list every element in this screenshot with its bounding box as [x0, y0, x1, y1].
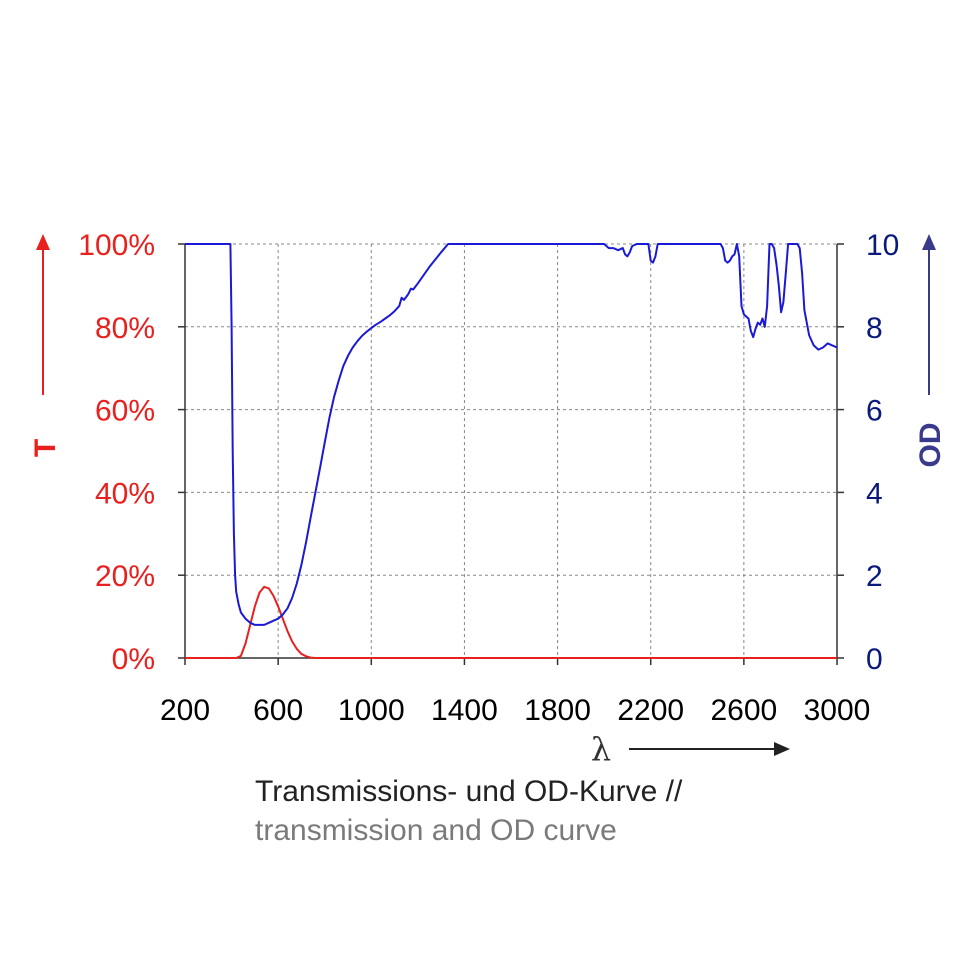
x-axis-arrow: [629, 742, 790, 756]
x-tick-label: 1400: [431, 694, 498, 727]
x-tick-label: 2600: [710, 694, 777, 727]
x-tick-label: 1000: [338, 694, 405, 727]
y-right-tick-label: 8: [866, 312, 883, 345]
caption-german: Transmissions- und OD-Kurve //: [255, 775, 683, 808]
y-right-tick-label: 10: [866, 229, 899, 262]
series-line-t: [185, 585, 837, 659]
series-line-od: [185, 243, 837, 626]
y-left-tick-label: 80%: [95, 312, 155, 345]
y-right-tick-label: 4: [866, 477, 883, 510]
tick-labels: 200 600 1000 1400 1800 2200 2600 30000%20%40%60…: [78, 229, 899, 727]
y-left-tick-label: 20%: [95, 560, 155, 593]
x-tick-label: 200: [160, 694, 210, 727]
x-axis-title: λ: [591, 730, 611, 768]
y-right-tick-label: 2: [866, 560, 883, 593]
x-tick-label: 2200: [617, 694, 684, 727]
series-group: [185, 243, 837, 659]
grid-lines: [185, 243, 837, 658]
y-axis-right-title: OD: [914, 423, 947, 468]
x-tick-label: 1800: [524, 694, 591, 727]
y-left-tick-label: 60%: [95, 395, 155, 428]
y-left-tick-label: 40%: [95, 477, 155, 510]
y-left-tick-label: 0%: [112, 643, 155, 676]
y-right-tick-label: 6: [866, 395, 883, 428]
y-right-tick-label: 0: [866, 643, 883, 676]
caption-english: transmission and OD curve: [255, 814, 617, 847]
y-axis-left-title: T: [29, 439, 62, 457]
y-left-tick-label: 100%: [78, 229, 155, 262]
x-tick-label: 3000: [804, 694, 871, 727]
right-axis-arrow: [922, 234, 936, 395]
left-axis-arrow: [36, 234, 50, 395]
x-tick-label: 600: [253, 694, 303, 727]
